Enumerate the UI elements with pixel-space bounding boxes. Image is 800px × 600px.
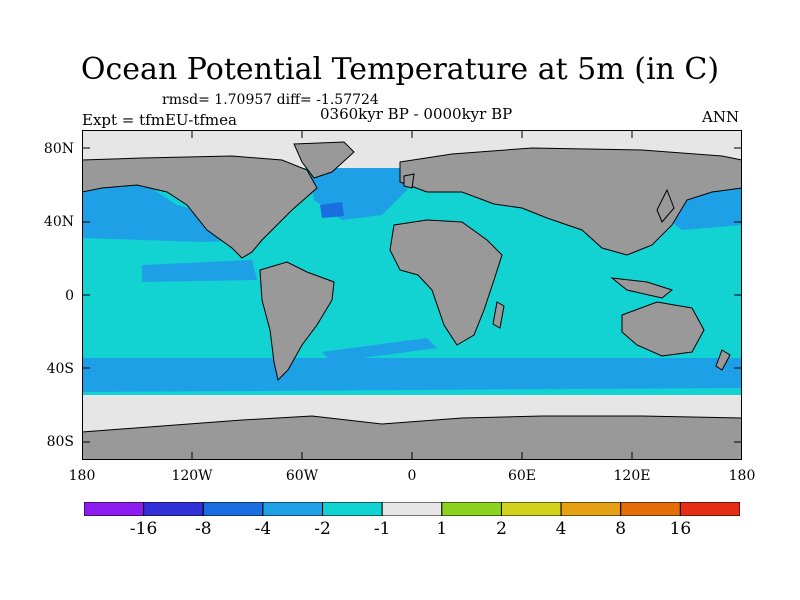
- lon-label-60w: 60W: [285, 468, 319, 484]
- colorbar-label: -4: [254, 519, 272, 539]
- lon-label-0: 0: [407, 468, 417, 484]
- lat-label-0: 0: [65, 288, 74, 304]
- lon-label-60e: 60E: [507, 468, 537, 484]
- stats-text: rmsd= 1.70957 diff= -1.57724: [162, 92, 379, 108]
- south-america-land: [259, 261, 335, 381]
- colorbar-label: 2: [496, 519, 507, 539]
- colorbar: [84, 502, 740, 516]
- colorbar-label: 4: [555, 519, 567, 539]
- lat-label-80s: 80S: [46, 434, 74, 450]
- africa-land: [389, 219, 503, 346]
- colorbar-label: -1: [373, 519, 391, 539]
- antarctica-land: [82, 415, 742, 460]
- north-atlantic-core: [320, 202, 344, 218]
- colorbar-label: -2: [314, 519, 331, 539]
- season-label: ANN: [702, 108, 740, 126]
- southern-ocean-cold-ring: [82, 358, 742, 392]
- experiment-label: Expt = tfmEU-tfmea: [82, 111, 237, 129]
- colorbar-swatch: [500, 502, 562, 516]
- lon-label-180-right: 180: [728, 468, 756, 484]
- land: [82, 141, 742, 460]
- colorbar-swatch: [262, 502, 324, 516]
- madagascar-land: [492, 301, 505, 329]
- colorbar-swatch: [441, 502, 502, 516]
- colorbar-label: -8: [195, 519, 212, 539]
- map-title: Ocean Potential Temperature at 5m (in C): [80, 52, 720, 87]
- lon-label-120w: 120W: [171, 468, 213, 484]
- colorbar-swatch: [84, 502, 145, 516]
- colorbar-label: -16: [129, 519, 158, 539]
- greenland-land: [293, 141, 355, 179]
- south-atlantic-strip: [322, 338, 437, 362]
- lon-label-120e: 120E: [613, 468, 651, 484]
- colorbar-label: 1: [436, 519, 448, 539]
- lat-label-40s: 40S: [46, 361, 74, 377]
- colorbar-label: 16: [669, 519, 692, 539]
- period-label: 0360kyr BP - 0000kyr BP: [320, 105, 513, 123]
- axis-ticks: [82, 130, 742, 460]
- uk-land: [403, 173, 415, 189]
- new-zealand-land: [715, 349, 731, 371]
- world-map: [82, 130, 742, 460]
- indonesia-land: [610, 277, 674, 299]
- colorbar-label: 8: [615, 519, 627, 539]
- north-america-land: [82, 155, 318, 259]
- lat-label-40n: 40N: [43, 214, 74, 230]
- colorbar-swatch: [322, 502, 383, 516]
- japan-land: [656, 188, 675, 223]
- colorbar-swatch: [620, 502, 681, 516]
- colorbar-swatch: [679, 502, 740, 516]
- australia-land: [621, 301, 705, 357]
- colorbar-swatch: [143, 502, 204, 516]
- lon-label-180-left: 180: [68, 468, 96, 484]
- colorbar-swatch: [202, 502, 264, 516]
- equatorial-pacific-patch: [142, 260, 257, 282]
- colorbar-swatch: [560, 502, 622, 516]
- eurasia-land: [399, 147, 742, 256]
- colorbar-swatch: [381, 502, 443, 516]
- lat-label-80n: 80N: [43, 141, 74, 157]
